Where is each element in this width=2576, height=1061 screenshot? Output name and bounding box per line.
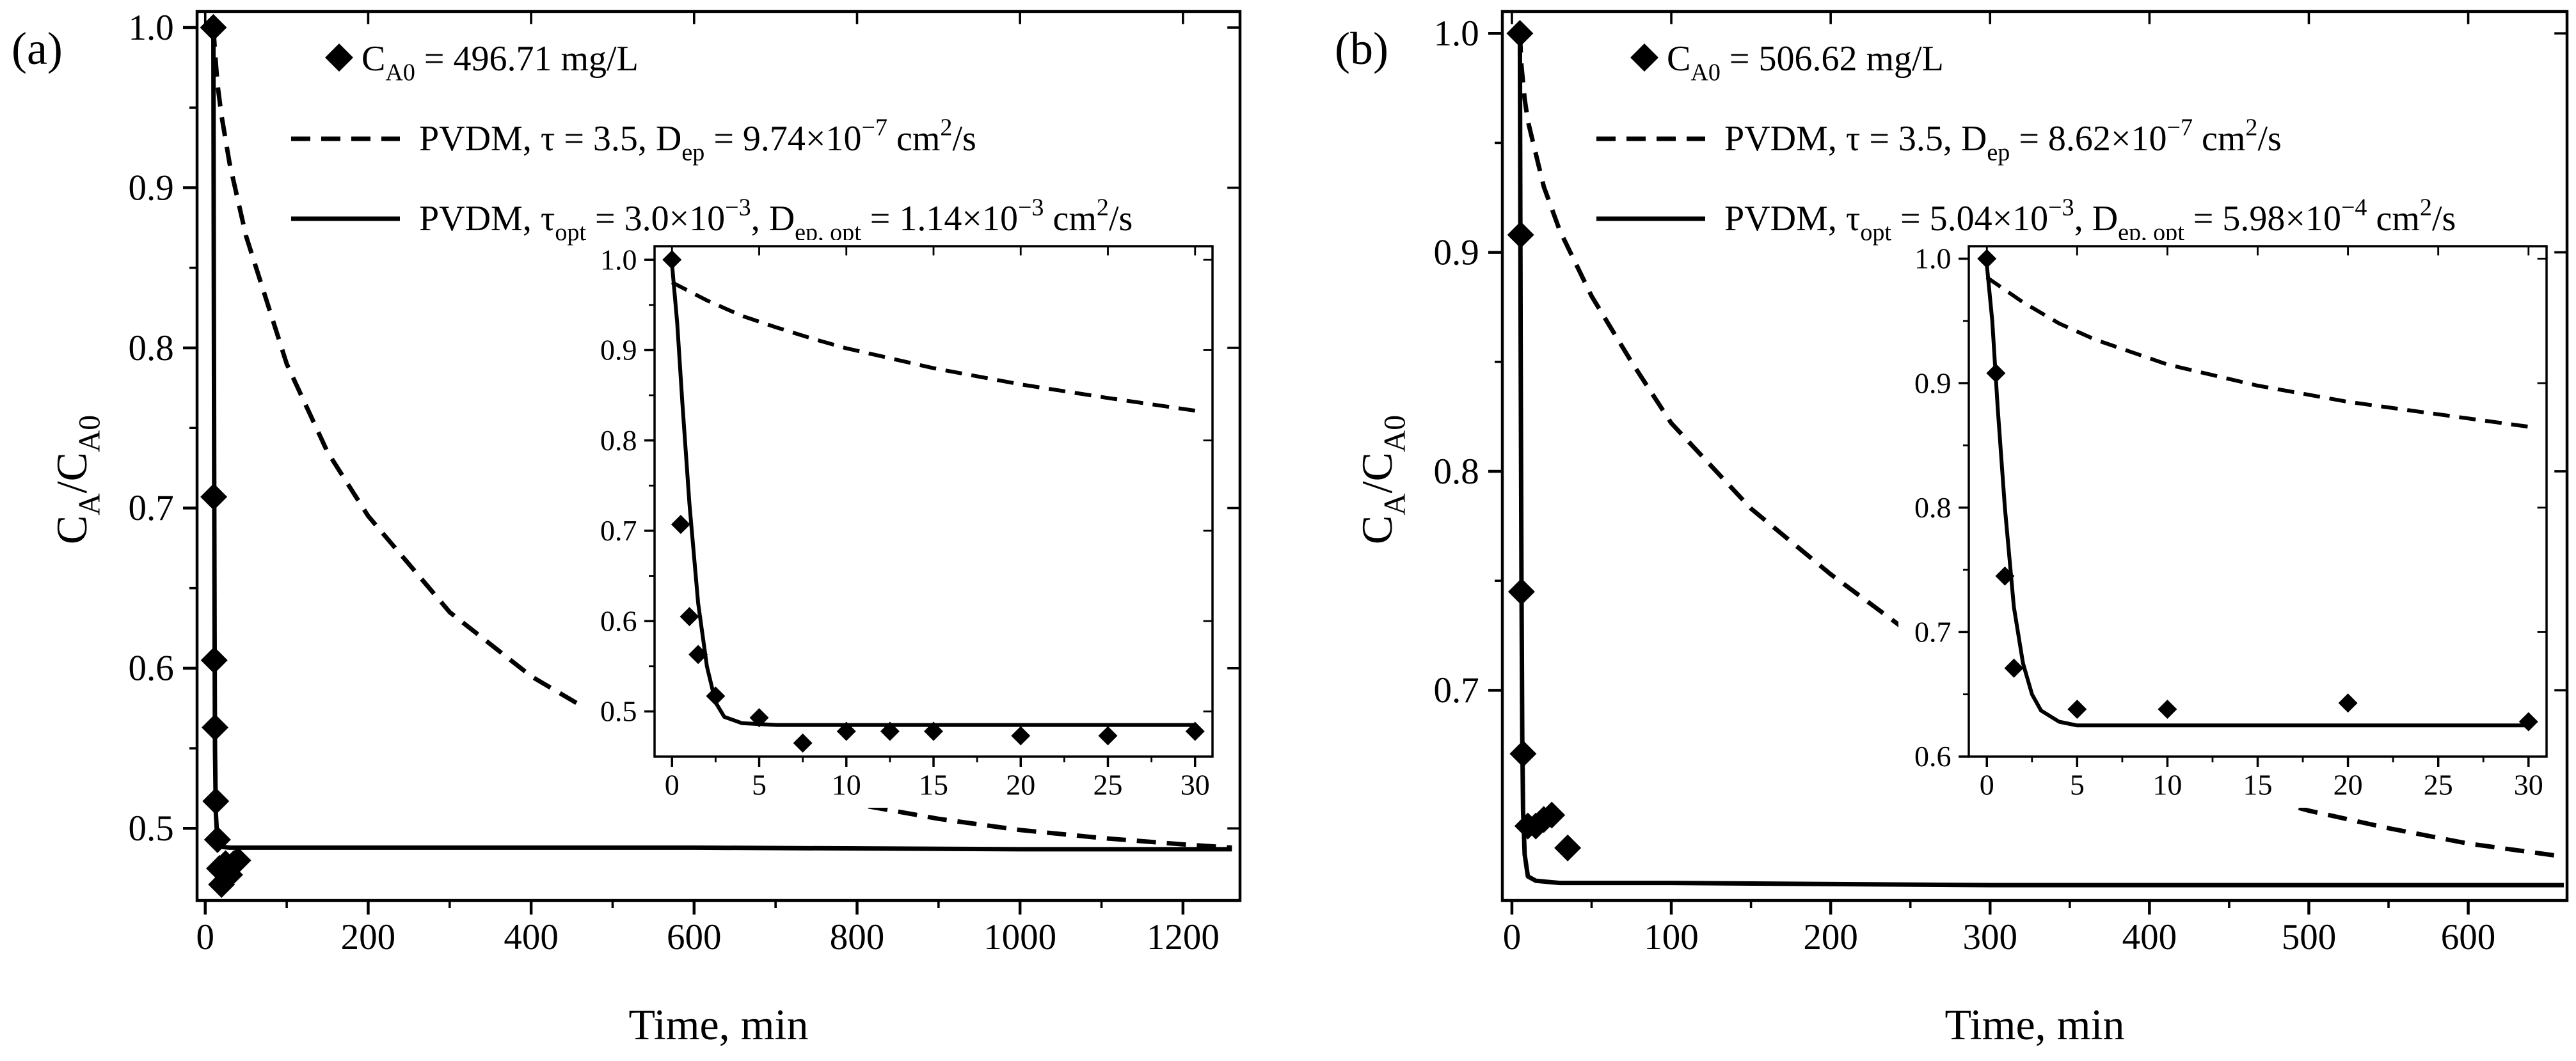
y-axis-title: CA/CA0 xyxy=(1353,415,1411,544)
x-axis-title: Time, min xyxy=(629,1000,809,1049)
main-y-tick-label: 0.8 xyxy=(1434,452,1479,492)
x-axis-title: Time, min xyxy=(1945,1000,2125,1049)
inset-x-tick-label: 30 xyxy=(1181,769,1210,801)
inset-data-point xyxy=(1098,726,1118,746)
main-solid-fit-line xyxy=(1517,33,2564,888)
inset-solid-fit-line xyxy=(670,263,1195,727)
main-y-tick-label: 1.0 xyxy=(129,8,174,48)
y-axis-title: CA/CA0 xyxy=(47,415,106,544)
inset-x-tick-label: 15 xyxy=(919,769,948,801)
main-y-tick-label: 0.5 xyxy=(129,808,174,849)
main-axes-frame xyxy=(195,10,1242,902)
main-x-tick-label: 800 xyxy=(830,917,885,957)
main-y-tick-label: 1.0 xyxy=(1434,13,1479,54)
inset-x-tick-label: 10 xyxy=(832,769,861,801)
main-x-tick-label: 100 xyxy=(1644,917,1699,957)
main-x-tick-label: 200 xyxy=(1803,917,1858,957)
legend: CA0 = 506.62 mg/L PVDM, τ = 3.5, Dep = 8.… xyxy=(1596,39,2456,246)
inset-data-point xyxy=(793,733,813,753)
inset-x-tick-label: 0 xyxy=(665,769,680,801)
main-x-tick-label: 600 xyxy=(2441,917,2496,957)
main-x-tick-label: 1200 xyxy=(1147,917,1220,957)
inset-background xyxy=(1898,240,2553,808)
main-data-point xyxy=(1538,801,1566,829)
inset-y-tick-label: 1.0 xyxy=(1914,242,1952,275)
inset-data-point xyxy=(2067,700,2087,719)
inset-x-tick-label: 15 xyxy=(2243,769,2273,801)
legend-entry-dashed: PVDM, τ = 3.5, Dep = 8.62×10−7 cm2/s xyxy=(1724,114,2282,166)
panel-label: (a) xyxy=(12,23,63,74)
main-axes-frame xyxy=(1500,10,2569,902)
inset-data-point xyxy=(662,250,682,270)
main-y-tick-label: 0.9 xyxy=(1434,232,1479,272)
inset-plot: 0 5 10 15 20 25 30 0.6 0.7 0.8 0.9 1.0 xyxy=(1898,240,2553,808)
inset-data-point xyxy=(2338,693,2358,713)
inset-y-tick-label: 0.6 xyxy=(600,604,637,637)
inset-data-point xyxy=(680,607,699,627)
inset-y-tick-label: 0.6 xyxy=(1914,740,1952,773)
inset-x-tick-label: 0 xyxy=(1980,769,1994,801)
panel-label: (b) xyxy=(1335,23,1388,74)
main-x-tick-label: 600 xyxy=(667,917,722,957)
main-data-point xyxy=(1554,834,1582,861)
main-y-tick-label: 0.7 xyxy=(129,488,174,528)
inset-y-tick-label: 0.9 xyxy=(1914,366,1952,399)
inset-y-tick-label: 0.7 xyxy=(600,514,637,547)
inset-data-point xyxy=(1011,726,1031,746)
main-x-tick-label: 200 xyxy=(341,917,396,957)
inset-x-tick-label: 10 xyxy=(2152,769,2182,801)
main-x-tick-label: 400 xyxy=(504,917,559,957)
main-dashed-fit-line xyxy=(211,27,1232,850)
main-x-tick-label: 500 xyxy=(2282,917,2337,957)
main-y-tick-label: 0.7 xyxy=(1434,670,1479,711)
legend-entry-solid: PVDM, τopt = 5.04×10−3, Dep, opt = 5.98×… xyxy=(1724,194,2456,246)
inset-y-tick-label: 0.7 xyxy=(1914,616,1952,648)
main-x-tick-label: 400 xyxy=(2122,917,2177,957)
inset-x-tick-label: 5 xyxy=(752,769,767,801)
panel-a: 0 200 400 600 800 1000 12000.50.60.70.80.91.0(… xyxy=(12,8,1242,1049)
inset-y-tick-label: 1.0 xyxy=(600,243,637,276)
inset-x-tick-label: 20 xyxy=(1006,769,1035,801)
main-x-tick-label: 0 xyxy=(196,917,214,957)
main-x-tick-label: 1000 xyxy=(983,917,1056,957)
main-solid-fit-line xyxy=(211,27,1232,852)
inset-dashed-fit-line xyxy=(1985,276,2529,429)
legend-entry-data: CA0 = 496.71 mg/L xyxy=(362,39,639,86)
legend-entry-dashed: PVDM, τ = 3.5, Dep = 9.74×10−7 cm2/s xyxy=(419,114,976,166)
inset-y-tick-label: 0.5 xyxy=(600,695,637,728)
inset-x-tick-label: 25 xyxy=(1093,769,1123,801)
legend-marker-icon xyxy=(325,43,353,72)
inset-dashed-fit-line xyxy=(671,280,1196,413)
inset-x-tick-label: 20 xyxy=(2334,769,2363,801)
inset-data-point xyxy=(2004,658,2024,678)
inset-y-tick-label: 0.8 xyxy=(1914,491,1952,524)
main-y-tick-label: 0.6 xyxy=(129,648,174,689)
inset-plot: 0 5 10 15 20 25 30 0.5 0.6 0.7 0.8 0.9 1.0 xyxy=(584,240,1219,808)
legend-marker-icon xyxy=(1630,43,1658,72)
inset-data-point xyxy=(1977,249,1997,269)
inset-data-point xyxy=(671,515,690,535)
panel-b: 0 100 200 300 400 500 6000.70.80.91.0(b)Time, … xyxy=(1335,10,2569,1049)
legend-entry-solid: PVDM, τopt = 3.0×10−3, Dep, opt = 1.14×1… xyxy=(419,194,1133,246)
inset-x-tick-label: 30 xyxy=(2514,769,2543,801)
main-y-tick-label: 0.9 xyxy=(129,168,174,208)
inset-x-tick-label: 5 xyxy=(2070,769,2085,801)
main-x-tick-label: 300 xyxy=(1963,917,2018,957)
legend-entry-data: CA0 = 506.62 mg/L xyxy=(1667,39,1944,86)
inset-x-tick-label: 25 xyxy=(2424,769,2453,801)
main-y-tick-label: 0.8 xyxy=(129,328,174,368)
legend: CA0 = 496.71 mg/L PVDM, τ = 3.5, Dep = 9.… xyxy=(291,39,1133,246)
inset-y-tick-label: 0.9 xyxy=(600,334,637,366)
inset-y-tick-label: 0.8 xyxy=(600,424,637,457)
main-x-tick-label: 0 xyxy=(1503,917,1522,957)
inset-data-point xyxy=(2158,700,2177,719)
inset-solid-fit-line xyxy=(1985,264,2529,728)
main-data-point xyxy=(224,847,251,874)
